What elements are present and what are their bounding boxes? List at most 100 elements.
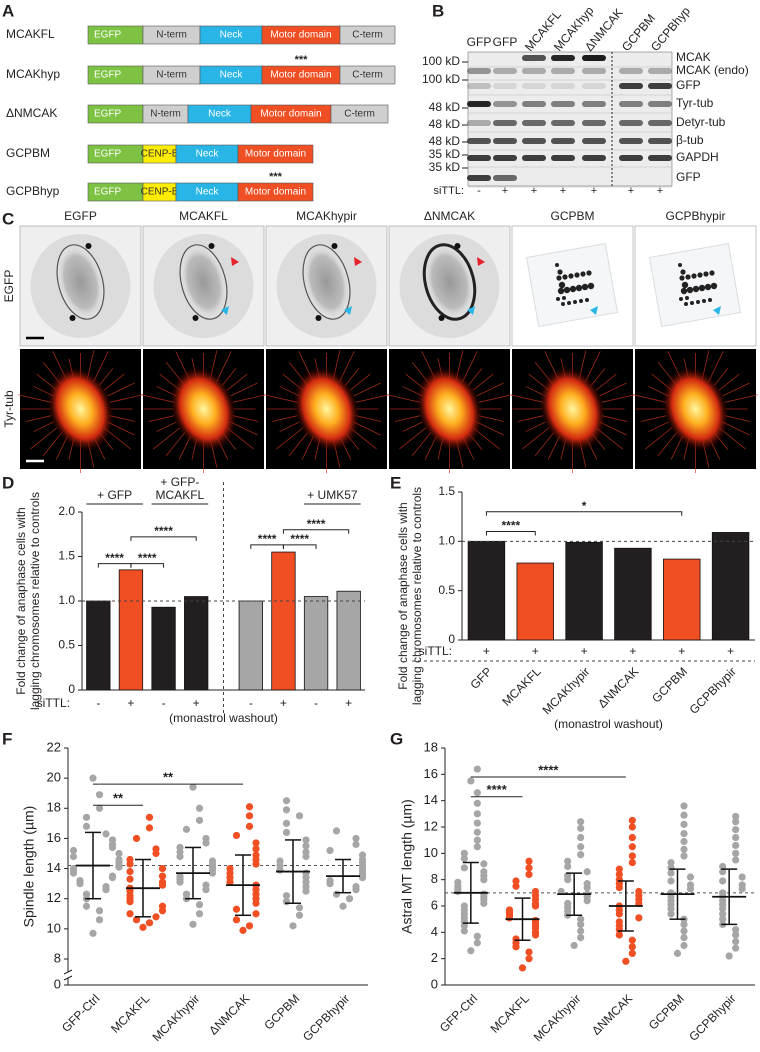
astral-mt — [103, 373, 125, 391]
x-tick-label: GFP-Ctrl — [59, 991, 102, 1034]
data-point — [628, 943, 636, 951]
chromosome-dot — [580, 271, 586, 277]
data-point — [732, 833, 740, 842]
y-tick-label: 0 — [68, 682, 75, 696]
x-tick-label: ΔNMCAK — [206, 991, 252, 1037]
data-point — [245, 922, 254, 930]
blot-band — [648, 120, 672, 126]
marker-label: 48 kD — [429, 134, 461, 148]
x-tick-label: GFP-Ctrl — [437, 991, 480, 1034]
domain-label: C-term — [352, 30, 383, 41]
data-point — [152, 913, 160, 921]
axis-break — [63, 969, 73, 975]
data-point — [480, 860, 488, 868]
y-tick-label: 10 — [47, 920, 61, 935]
data-point — [680, 802, 688, 810]
y-tick-label: 12 — [424, 818, 438, 833]
chromosome-dot — [558, 281, 566, 289]
data-point — [326, 877, 334, 885]
data-point — [295, 911, 304, 919]
data-point — [158, 878, 167, 886]
lane-label: GCPBhyp — [648, 4, 693, 54]
data-point — [460, 855, 468, 863]
data-point — [302, 842, 310, 850]
blot-background — [467, 51, 673, 187]
data-point — [680, 927, 688, 935]
band-label: Detyr-tub — [676, 115, 726, 129]
chromosome-dot — [561, 302, 565, 306]
domain-label: Motor domain — [260, 109, 321, 120]
data-point — [139, 923, 147, 931]
chromosome-dot — [678, 263, 682, 267]
data-point — [583, 868, 591, 876]
data-point — [577, 934, 585, 942]
data-point — [667, 889, 675, 897]
band-label: GFP — [676, 78, 701, 92]
blot-band — [582, 120, 606, 126]
group-label: + GFP- — [160, 475, 199, 489]
data-point — [145, 919, 154, 927]
bar — [711, 532, 750, 641]
chromosome-dot — [562, 296, 566, 300]
pole — [208, 243, 215, 249]
sig-bracket — [485, 530, 536, 536]
chromosome-dot — [709, 270, 715, 276]
x-tick-label: GCPBM — [649, 664, 690, 705]
data-point — [302, 836, 310, 844]
x-tick-label: MCAKFL — [499, 664, 544, 709]
data-point — [276, 857, 284, 865]
pole — [192, 315, 199, 321]
blot-band — [522, 120, 546, 126]
data-point — [182, 890, 191, 898]
astral-mt — [33, 421, 54, 432]
data-point — [252, 910, 260, 918]
sig-label: **** — [307, 517, 326, 531]
bar — [336, 590, 361, 691]
pole — [85, 243, 92, 249]
data-point — [89, 774, 97, 782]
treatment-sign: + — [502, 185, 508, 197]
domain-label: CENP-B — [141, 149, 179, 160]
data-point — [473, 765, 481, 773]
data-point — [628, 852, 636, 860]
astral-mt — [387, 394, 421, 403]
chromosome-dot — [692, 285, 700, 293]
domain-box — [339, 65, 396, 85]
astral-mt — [349, 373, 371, 391]
chromosome-dot — [680, 269, 686, 275]
blot-band — [493, 101, 517, 107]
data-point — [680, 820, 688, 828]
data-point — [76, 877, 84, 885]
pole — [69, 315, 76, 321]
data-point — [239, 926, 247, 934]
astral-mt — [522, 427, 550, 450]
y-tick-label: 0 — [54, 976, 61, 991]
data-point — [732, 818, 740, 826]
y-tick-label: 18 — [47, 800, 61, 815]
x-axis-title: (monastrol washout) — [554, 717, 663, 731]
treatment-sign: + — [581, 644, 588, 658]
data-point — [108, 836, 117, 844]
bar — [516, 562, 554, 641]
data-point — [531, 887, 540, 896]
data-point — [232, 831, 241, 840]
blot-band — [493, 120, 517, 126]
egfp-spindle — [56, 244, 105, 320]
panel-label: D — [2, 473, 14, 492]
sig-label: * — [582, 499, 587, 513]
y-tick-label: 6 — [431, 897, 438, 912]
data-point — [176, 872, 184, 880]
domain-box — [237, 182, 314, 202]
data-point — [339, 902, 347, 910]
data-point — [680, 852, 688, 860]
domain-label: N-term — [156, 30, 187, 41]
astral-mt — [232, 394, 266, 403]
lane-label: GFP — [493, 35, 518, 49]
y-axis-title: Astral MT length (µm) — [399, 799, 415, 934]
y-tick-label: 1.0 — [58, 593, 75, 607]
data-point — [95, 804, 104, 812]
data-point — [732, 937, 740, 946]
y-tick-label: 16 — [47, 830, 61, 845]
data-point — [667, 869, 675, 877]
data-point — [473, 799, 481, 807]
